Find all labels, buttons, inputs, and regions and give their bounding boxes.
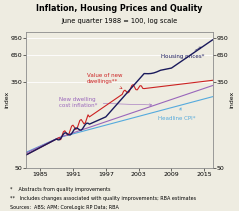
Y-axis label: index: index [4, 91, 9, 108]
Text: Value of new
dwellings**: Value of new dwellings** [87, 73, 122, 89]
Y-axis label: index: index [230, 91, 235, 108]
Text: Housing prices*: Housing prices* [161, 47, 204, 60]
Text: *    Abstracts from quality improvements: * Abstracts from quality improvements [10, 187, 110, 192]
Text: Inflation, Housing Prices and Quality: Inflation, Housing Prices and Quality [36, 4, 203, 13]
Text: Headline CPI*: Headline CPI* [158, 108, 195, 121]
Text: Sources:  ABS; APM; CoreLogic RP Data; RBA: Sources: ABS; APM; CoreLogic RP Data; RB… [10, 205, 119, 210]
Text: June quarter 1988 = 100, log scale: June quarter 1988 = 100, log scale [61, 18, 178, 24]
Text: **   Includes changes associated with quality improvements; RBA estimates: ** Includes changes associated with qual… [10, 196, 196, 201]
Text: New dwelling
cost inflation*: New dwelling cost inflation* [59, 97, 152, 108]
